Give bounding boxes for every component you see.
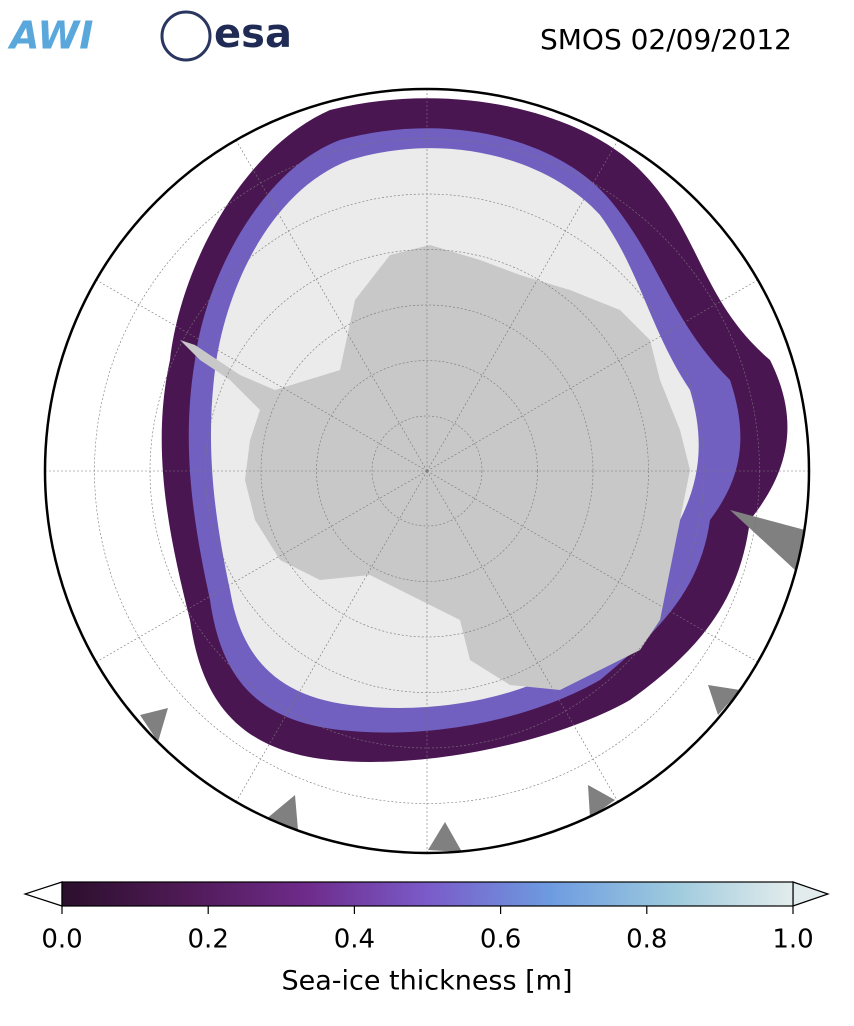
graticule-circle (371, 415, 483, 527)
colorbar-tick-label: 1.0 (772, 925, 813, 955)
graticule (45, 89, 809, 853)
awi-logo: AWI (7, 14, 93, 58)
title: SMOS 02/09/2012 (540, 23, 792, 56)
graticule-meridian (426, 470, 628, 818)
colorbar-extend-high (792, 881, 830, 907)
graticule-meridian (426, 470, 774, 672)
colorbar-tick-label: 0.4 (334, 925, 375, 955)
antarctica (180, 245, 690, 690)
graticule-circle (316, 360, 538, 582)
colorbar-tick-label: 0.8 (626, 925, 667, 955)
colorbar-tick-label: 0.6 (480, 925, 521, 955)
graticule-meridian (426, 270, 774, 472)
graticule-meridian (226, 470, 428, 818)
esa-logo-mark (160, 10, 212, 62)
graticule-meridian (80, 270, 428, 472)
map (45, 89, 809, 853)
colorbar-tick-label: 0.2 (188, 925, 229, 955)
colorbar-extend-low (23, 881, 63, 907)
colorbar-label: Sea-ice thickness [m] (281, 966, 572, 997)
esa-logo: esa (214, 11, 292, 57)
graticule-meridian (80, 470, 428, 672)
colorbar (61, 881, 794, 907)
map-border (43, 87, 811, 855)
colorbar-tick-label: 0.0 (41, 925, 82, 955)
graticule-meridian (226, 124, 428, 472)
graticule-meridian (426, 124, 628, 472)
